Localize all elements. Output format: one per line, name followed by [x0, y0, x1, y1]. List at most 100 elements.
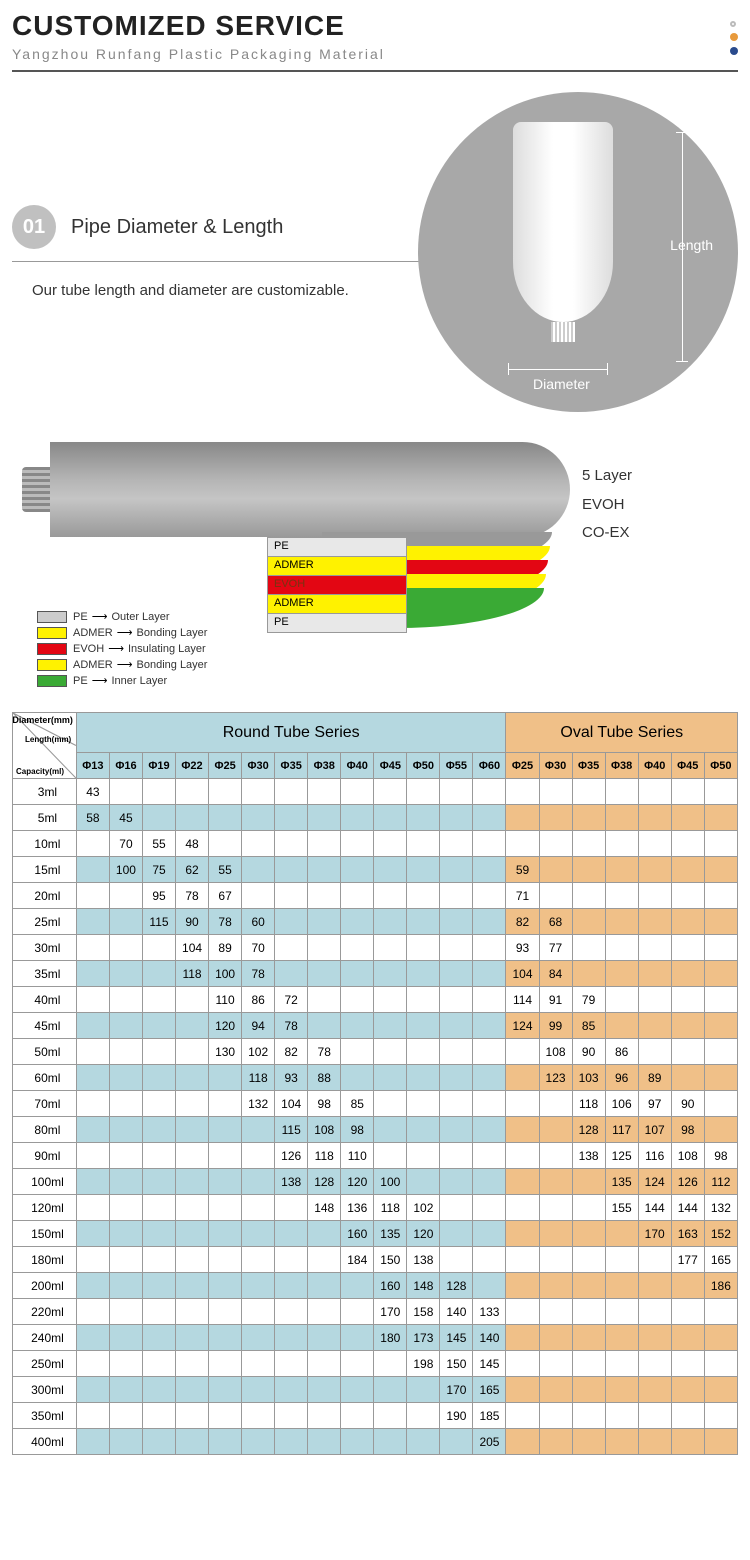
oval-data-cell: [638, 1377, 671, 1403]
oval-data-cell: [539, 1299, 572, 1325]
round-data-cell: [308, 1351, 341, 1377]
round-data-cell: [308, 1299, 341, 1325]
round-data-cell: [209, 1273, 242, 1299]
round-data-cell: [440, 987, 473, 1013]
legend-row: ADMER⟶Bonding Layer: [37, 626, 207, 639]
round-data-cell: [76, 1013, 109, 1039]
oval-data-cell: 165: [704, 1247, 737, 1273]
round-data-cell: 138: [275, 1169, 308, 1195]
capacity-cell: 90ml: [13, 1143, 77, 1169]
round-data-cell: [209, 1169, 242, 1195]
round-data-cell: 150: [440, 1351, 473, 1377]
section-description: Our tube length and diameter are customi…: [12, 282, 438, 299]
round-data-cell: [176, 805, 209, 831]
round-data-cell: [308, 805, 341, 831]
round-data-cell: [275, 805, 308, 831]
oval-data-cell: 99: [539, 1013, 572, 1039]
round-data-cell: 62: [176, 857, 209, 883]
round-data-cell: [209, 1325, 242, 1351]
round-data-cell: [308, 987, 341, 1013]
round-data-cell: [473, 805, 506, 831]
round-data-cell: 118: [308, 1143, 341, 1169]
round-data-cell: [341, 1273, 374, 1299]
round-col-header: Φ38: [308, 753, 341, 779]
oval-data-cell: [704, 805, 737, 831]
oval-data-cell: [605, 961, 638, 987]
round-data-cell: [76, 1117, 109, 1143]
round-data-cell: [308, 857, 341, 883]
round-data-cell: [109, 1247, 142, 1273]
oval-data-cell: [704, 883, 737, 909]
oval-data-cell: 106: [605, 1091, 638, 1117]
table-row: 80ml1151089812811710798: [13, 1117, 738, 1143]
round-data-cell: [242, 831, 275, 857]
oval-data-cell: 177: [671, 1247, 704, 1273]
capacity-cell: 200ml: [13, 1273, 77, 1299]
round-data-cell: [209, 1195, 242, 1221]
table-row: 120ml148136118102155144144132: [13, 1195, 738, 1221]
oval-data-cell: [539, 1221, 572, 1247]
round-data-cell: [176, 1091, 209, 1117]
round-data-cell: 108: [308, 1117, 341, 1143]
capacity-cell: 30ml: [13, 935, 77, 961]
oval-data-cell: [638, 831, 671, 857]
round-data-cell: [341, 987, 374, 1013]
oval-data-cell: [605, 935, 638, 961]
oval-data-cell: [506, 1247, 539, 1273]
capacity-cell: 60ml: [13, 1065, 77, 1091]
round-data-cell: [440, 857, 473, 883]
oval-data-cell: [506, 1117, 539, 1143]
section-title: Pipe Diameter & Length: [71, 216, 283, 239]
round-data-cell: [440, 831, 473, 857]
round-data-cell: [76, 831, 109, 857]
oval-data-cell: [605, 1221, 638, 1247]
oval-data-cell: [671, 1299, 704, 1325]
round-data-cell: [407, 1143, 440, 1169]
oval-data-cell: [539, 831, 572, 857]
oval-data-cell: 125: [605, 1143, 638, 1169]
round-data-cell: [109, 1403, 142, 1429]
round-data-cell: [341, 961, 374, 987]
round-data-cell: 132: [242, 1091, 275, 1117]
round-data-cell: [374, 1377, 407, 1403]
round-data-cell: [374, 857, 407, 883]
round-data-cell: [473, 909, 506, 935]
round-data-cell: 98: [308, 1091, 341, 1117]
round-data-cell: [76, 961, 109, 987]
oval-data-cell: 186: [704, 1273, 737, 1299]
round-data-cell: [76, 1247, 109, 1273]
round-data-cell: [341, 1065, 374, 1091]
round-data-cell: [341, 935, 374, 961]
round-data-cell: [142, 1273, 175, 1299]
oval-data-cell: [572, 1403, 605, 1429]
layer-box-label: ADMER: [267, 556, 407, 576]
round-data-cell: 158: [407, 1299, 440, 1325]
oval-data-cell: [572, 1247, 605, 1273]
round-data-cell: [374, 909, 407, 935]
round-data-cell: [473, 1117, 506, 1143]
oval-data-cell: [704, 831, 737, 857]
layer-box-label: ADMER: [267, 594, 407, 614]
oval-data-cell: [704, 987, 737, 1013]
round-data-cell: [76, 1273, 109, 1299]
oval-data-cell: [638, 1247, 671, 1273]
oval-data-cell: [671, 883, 704, 909]
round-data-cell: [142, 1377, 175, 1403]
round-data-cell: [341, 1403, 374, 1429]
round-data-cell: 75: [142, 857, 175, 883]
round-data-cell: 148: [308, 1195, 341, 1221]
round-data-cell: [76, 1403, 109, 1429]
round-data-cell: 118: [176, 961, 209, 987]
oval-data-cell: [671, 805, 704, 831]
table-row: 220ml170158140133: [13, 1299, 738, 1325]
round-col-header: Φ30: [242, 753, 275, 779]
round-col-header: Φ45: [374, 753, 407, 779]
oval-data-cell: [704, 1065, 737, 1091]
oval-data-cell: [704, 1013, 737, 1039]
oval-data-cell: [506, 1273, 539, 1299]
oval-data-cell: 71: [506, 883, 539, 909]
table-row: 180ml184150138177165: [13, 1247, 738, 1273]
round-data-cell: 55: [209, 857, 242, 883]
round-data-cell: [407, 987, 440, 1013]
oval-data-cell: [605, 909, 638, 935]
